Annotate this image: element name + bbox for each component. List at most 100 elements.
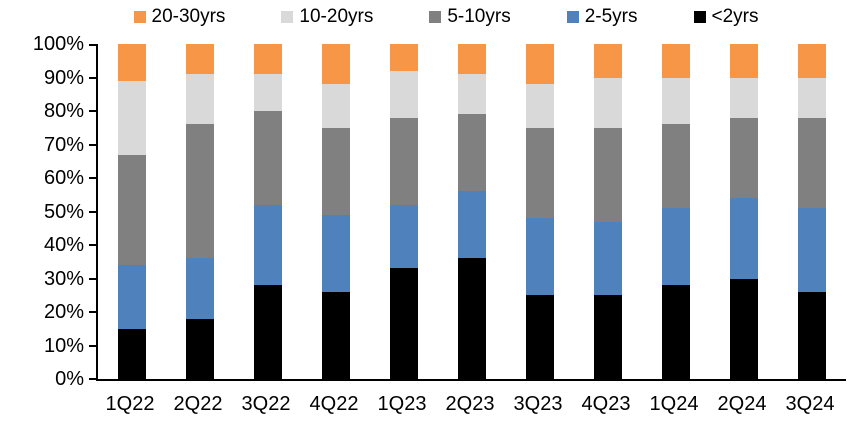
bar-slot-1q24 xyxy=(642,44,710,379)
y-axis-tick xyxy=(89,311,97,313)
legend-label-10-20yrs: 10-20yrs xyxy=(299,6,374,27)
bar-2q22-segment-10-20yrs xyxy=(186,74,214,125)
bar-2q23-segment-5-10yrs xyxy=(458,114,486,192)
chart-legend: 20-30yrs 10-20yrs 5-10yrs 2-5yrs <2yrs xyxy=(40,6,852,28)
bar-2q22-segment-2-5yrs xyxy=(186,258,214,319)
bar-3q24-segment-10-20yrs xyxy=(798,77,826,118)
bar-1q23-segment-20-30yrs xyxy=(390,44,418,71)
legend-item-5-10yrs: 5-10yrs xyxy=(429,6,511,28)
y-axis-tick xyxy=(89,143,97,146)
bar-1q22 xyxy=(118,44,146,379)
x-axis-label-3q24: 3Q24 xyxy=(785,393,835,415)
bar-slot-3q24 xyxy=(778,44,846,379)
y-axis-label-80: 80% xyxy=(43,100,84,122)
bar-2q22-segment-2yrs xyxy=(186,318,214,379)
bar-4q22-segment-20-30yrs xyxy=(322,44,350,85)
y-axis-labels: 0% 10% 20% 30% 40% 50% 60% 70% 80% 90% 100% xyxy=(0,33,84,390)
bar-4q22-segment-2-5yrs xyxy=(322,214,350,292)
x-axis-label-3q22: 3Q22 xyxy=(241,393,291,415)
legend-swatch-5-10yrs xyxy=(429,11,442,23)
x-axis-label-1q23: 1Q23 xyxy=(377,393,427,415)
legend-item-2-5yrs: 2-5yrs xyxy=(566,6,638,28)
y-axis-label-20: 20% xyxy=(43,301,84,323)
bar-1q24 xyxy=(662,44,690,379)
bar-2q24-segment-20-30yrs xyxy=(730,44,758,78)
bar-2q23-segment-2yrs xyxy=(458,258,486,379)
legend-item-2yrs: <2yrs xyxy=(693,6,759,28)
bar-4q23-segment-10-20yrs xyxy=(594,77,622,128)
bar-3q22-segment-2yrs xyxy=(254,285,282,379)
bar-2q24-segment-2-5yrs xyxy=(730,198,758,279)
bar-1q22-segment-2-5yrs xyxy=(118,265,146,329)
legend-swatch-10-20yrs xyxy=(281,11,294,23)
bar-1q23-segment-10-20yrs xyxy=(390,70,418,118)
bar-slot-2q22 xyxy=(166,44,234,379)
bar-3q22 xyxy=(254,44,282,379)
bar-4q22 xyxy=(322,44,350,379)
bar-4q23-segment-2yrs xyxy=(594,295,622,379)
bar-3q22-segment-2-5yrs xyxy=(254,204,282,286)
bar-3q23-segment-2-5yrs xyxy=(526,218,554,296)
x-axis-label-4q22: 4Q22 xyxy=(309,393,359,415)
bar-2q22 xyxy=(186,44,214,379)
bar-3q23-segment-20-30yrs xyxy=(526,44,554,85)
x-axis-labels: 1Q22 2Q22 3Q22 4Q22 1Q23 2Q23 3Q23 4Q23 1Q24 2Q24… xyxy=(96,392,844,416)
x-axis-label-2q22: 2Q22 xyxy=(173,393,223,415)
bar-slot-3q22 xyxy=(234,44,302,379)
bar-2q23-segment-10-20yrs xyxy=(458,74,486,115)
y-axis-tick xyxy=(89,177,97,179)
y-axis-label-40: 40% xyxy=(43,234,84,256)
bar-2q24 xyxy=(730,44,758,379)
legend-label-2yrs: <2yrs xyxy=(711,6,759,27)
bar-slot-3q23 xyxy=(506,44,574,379)
bar-slot-4q22 xyxy=(302,44,370,379)
legend-item-20-30yrs: 20-30yrs xyxy=(133,6,226,28)
bar-1q23-segment-2-5yrs xyxy=(390,204,418,269)
bar-2q24-segment-5-10yrs xyxy=(730,117,758,199)
y-axis-tick xyxy=(89,110,97,112)
bar-2q24-segment-2yrs xyxy=(730,278,758,379)
legend-item-10-20yrs: 10-20yrs xyxy=(281,6,373,28)
bar-1q22-segment-10-20yrs xyxy=(118,80,146,155)
y-axis-label-30: 30% xyxy=(43,267,84,290)
legend-swatch-2-5yrs xyxy=(566,11,579,23)
bar-1q22-segment-5-10yrs xyxy=(118,154,146,266)
bar-4q23-segment-20-30yrs xyxy=(594,44,622,78)
bar-3q24-segment-5-10yrs xyxy=(798,117,826,209)
bar-4q23-segment-2-5yrs xyxy=(594,221,622,296)
bar-3q24-segment-2yrs xyxy=(798,291,826,379)
y-axis-label-100: 100% xyxy=(32,33,84,55)
bar-3q23-segment-10-20yrs xyxy=(526,84,554,128)
bar-2q23-segment-20-30yrs xyxy=(458,44,486,75)
bar-4q23-segment-5-10yrs xyxy=(594,127,622,222)
bar-1q24-segment-20-30yrs xyxy=(662,44,690,78)
y-axis-tick xyxy=(89,378,97,380)
legend-swatch-2yrs xyxy=(693,11,706,23)
y-axis-tick xyxy=(89,244,97,246)
legend-label-5-10yrs: 5-10yrs xyxy=(447,6,511,27)
y-axis-label-10: 10% xyxy=(43,334,84,357)
bar-1q24-segment-2-5yrs xyxy=(662,208,690,286)
y-axis-label-0: 0% xyxy=(55,368,84,390)
bar-1q22-segment-2yrs xyxy=(118,328,146,379)
bar-slot-1q23 xyxy=(370,44,438,379)
y-axis-label-60: 60% xyxy=(43,167,84,189)
bar-1q24-segment-10-20yrs xyxy=(662,77,690,125)
bar-2q22-segment-5-10yrs xyxy=(186,124,214,259)
x-axis-label-2q24: 2Q24 xyxy=(717,393,767,415)
y-axis-tick xyxy=(89,277,97,280)
y-axis-label-50: 50% xyxy=(43,200,84,223)
bar-1q24-segment-5-10yrs xyxy=(662,124,690,209)
legend-label-20-30yrs: 20-30yrs xyxy=(151,6,226,27)
bar-3q22-segment-10-20yrs xyxy=(254,74,282,112)
y-axis-tick xyxy=(89,76,97,79)
bar-slot-2q23 xyxy=(438,44,506,379)
x-axis-label-4q23: 4Q23 xyxy=(581,393,631,415)
bar-4q22-segment-10-20yrs xyxy=(322,84,350,128)
bar-1q23-segment-5-10yrs xyxy=(390,117,418,205)
bar-4q23 xyxy=(594,44,622,379)
bar-slot-2q24 xyxy=(710,44,778,379)
bar-3q24 xyxy=(798,44,826,379)
y-axis-label-70: 70% xyxy=(43,133,84,156)
bar-3q22-segment-5-10yrs xyxy=(254,111,282,205)
